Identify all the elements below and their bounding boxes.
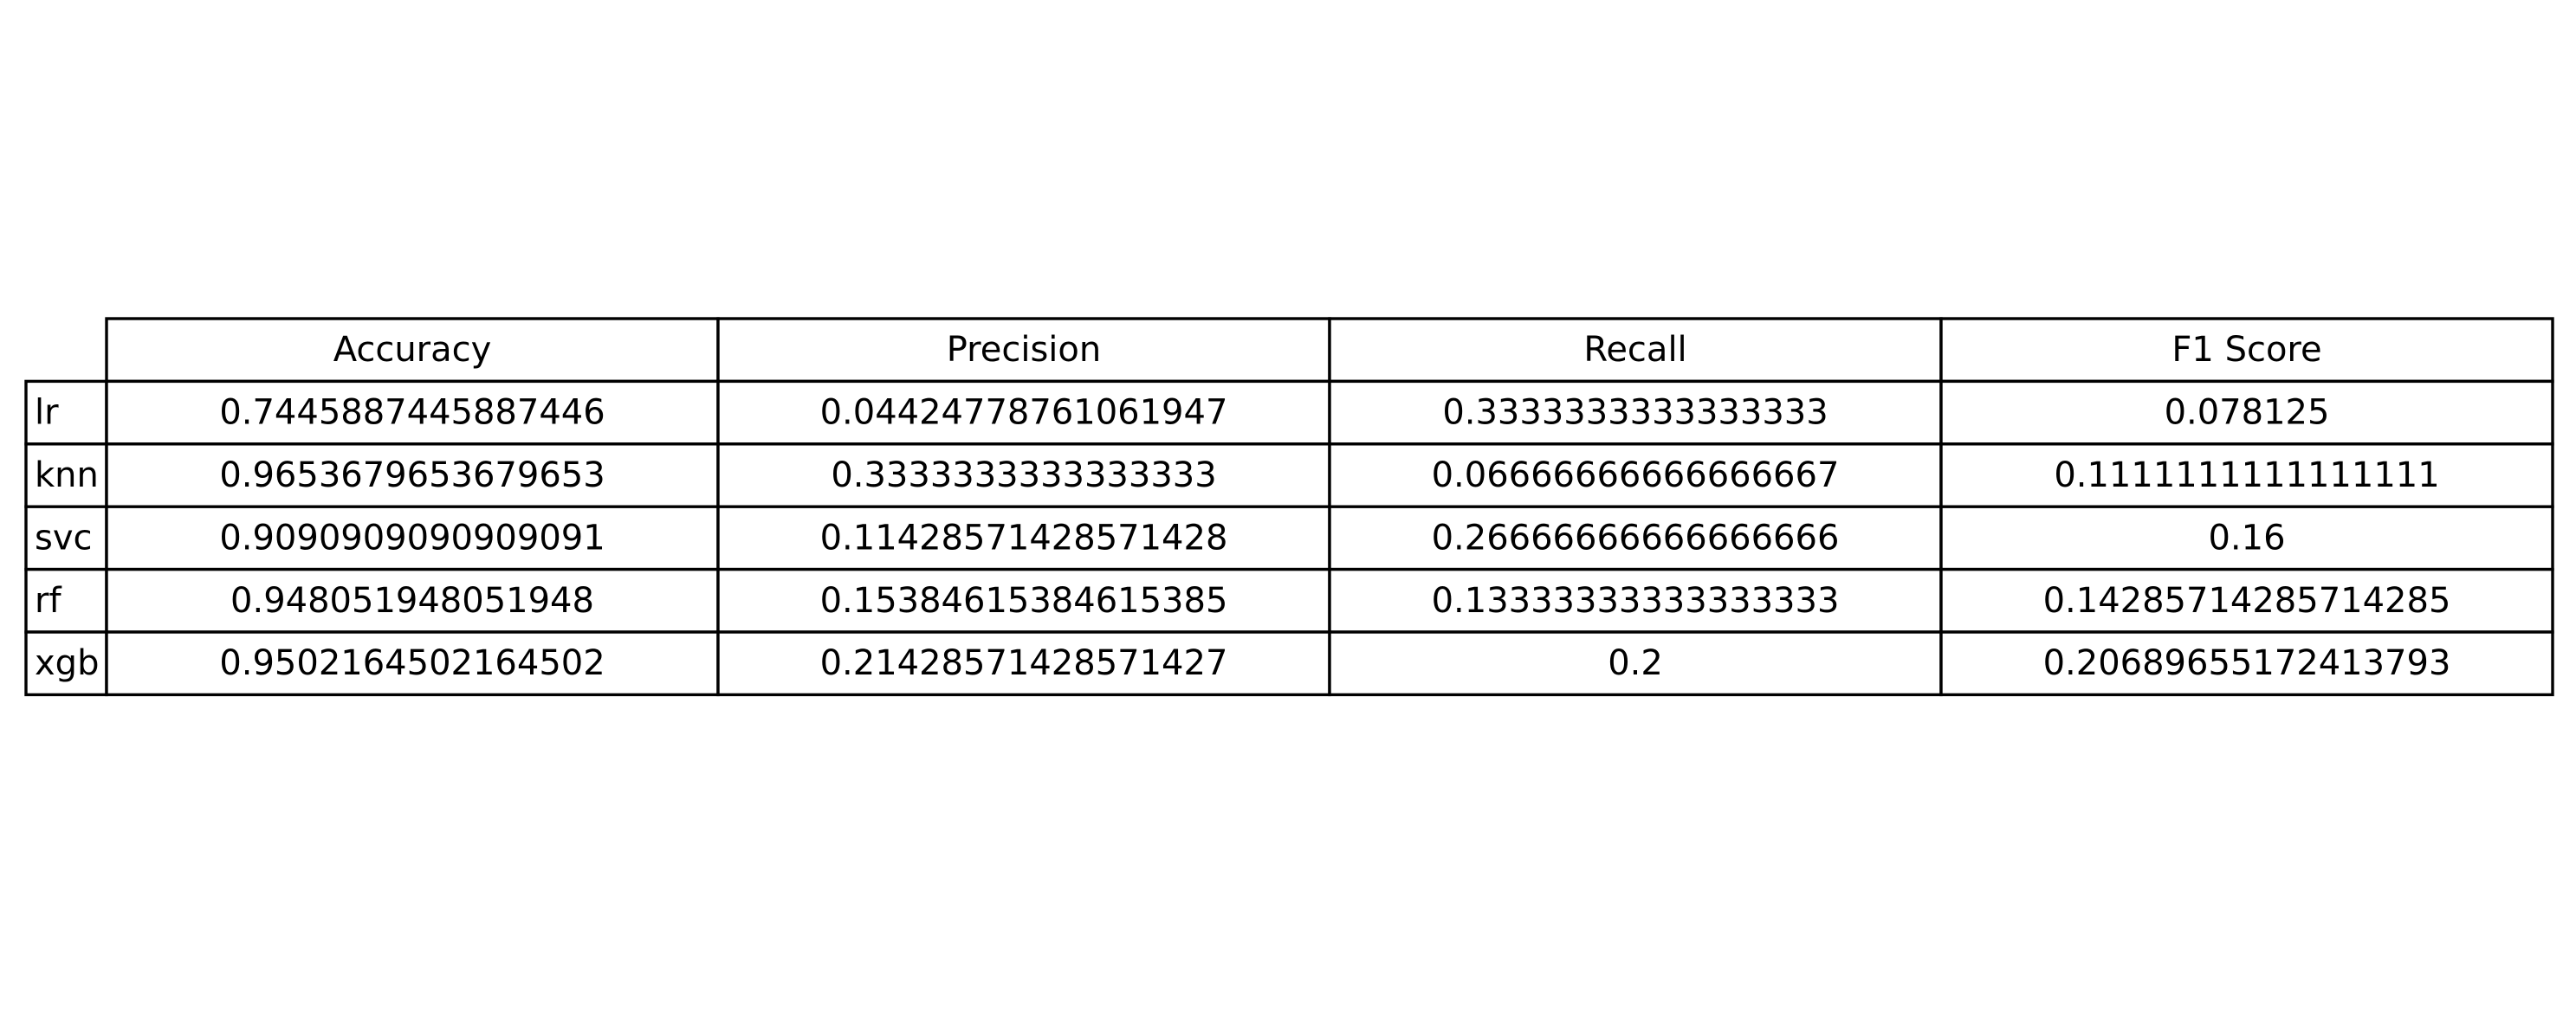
table-cell-value: 0.948051948051948: [230, 581, 594, 621]
column-header-label: F1 Score: [2171, 330, 2321, 370]
table-cell: [1328, 630, 1943, 697]
table-cell: [105, 379, 720, 446]
table-cell: [716, 442, 1331, 508]
row-label: svc: [35, 518, 93, 558]
table-cell-value: 0.11428571428571428: [820, 518, 1228, 558]
table-cell-value: 0.04424778761061947: [820, 393, 1228, 433]
row-label: xgb: [35, 643, 99, 683]
table-cell: [1328, 379, 1943, 446]
row-label: knn: [35, 455, 99, 495]
column-header-label: Precision: [947, 330, 1101, 370]
table-cell-value: 0.26666666666666666: [1432, 518, 1840, 558]
table-cell: [1939, 630, 2554, 697]
table-cell-value: 0.15384615384615385: [820, 581, 1228, 621]
table-cell: [1939, 505, 2554, 571]
table-cell: [105, 567, 720, 634]
table-cell: [1328, 567, 1943, 634]
table-cell: [716, 505, 1331, 571]
table-cell-value: 0.9090909090909091: [219, 518, 605, 558]
table-cell: [716, 630, 1331, 697]
row-label: rf: [35, 581, 61, 621]
row-label-cell: [24, 630, 108, 697]
table-cell: [716, 567, 1331, 634]
table-cell-value: 0.9502164502164502: [219, 643, 605, 683]
table-cell: [105, 505, 720, 571]
table-cell-value: 0.2: [1608, 643, 1663, 683]
row-label: lr: [35, 393, 59, 433]
table-cell: [1939, 567, 2554, 634]
table-cell-value: 0.13333333333333333: [1432, 581, 1840, 621]
column-header-cell: [1939, 317, 2554, 384]
row-label-cell: [24, 567, 108, 634]
table-cell-value: 0.7445887445887446: [219, 393, 605, 433]
table-cell-value: 0.1111111111111111: [2054, 455, 2439, 495]
row-label-cell: [24, 442, 108, 508]
table-cell: [1939, 442, 2554, 508]
table-cell-value: 0.9653679653679653: [219, 455, 605, 495]
table-cell-value: 0.3333333333333333: [831, 455, 1216, 495]
table-cell-value: 0.078125: [2165, 393, 2330, 433]
column-header-label: Accuracy: [333, 330, 492, 370]
column-header-cell: [105, 317, 720, 384]
column-header-cell: [716, 317, 1331, 384]
table-cell-value: 0.16: [2208, 518, 2285, 558]
table-cell-value: 0.06666666666666667: [1432, 455, 1840, 495]
column-header-label: Recall: [1583, 330, 1686, 370]
table-cell: [1328, 505, 1943, 571]
table-cell-value: 0.3333333333333333: [1442, 393, 1828, 433]
table-cell-value: 0.14285714285714285: [2043, 581, 2451, 621]
table-cell-value: 0.21428571428571427: [820, 643, 1228, 683]
table-cell-value: 0.20689655172413793: [2043, 643, 2451, 683]
